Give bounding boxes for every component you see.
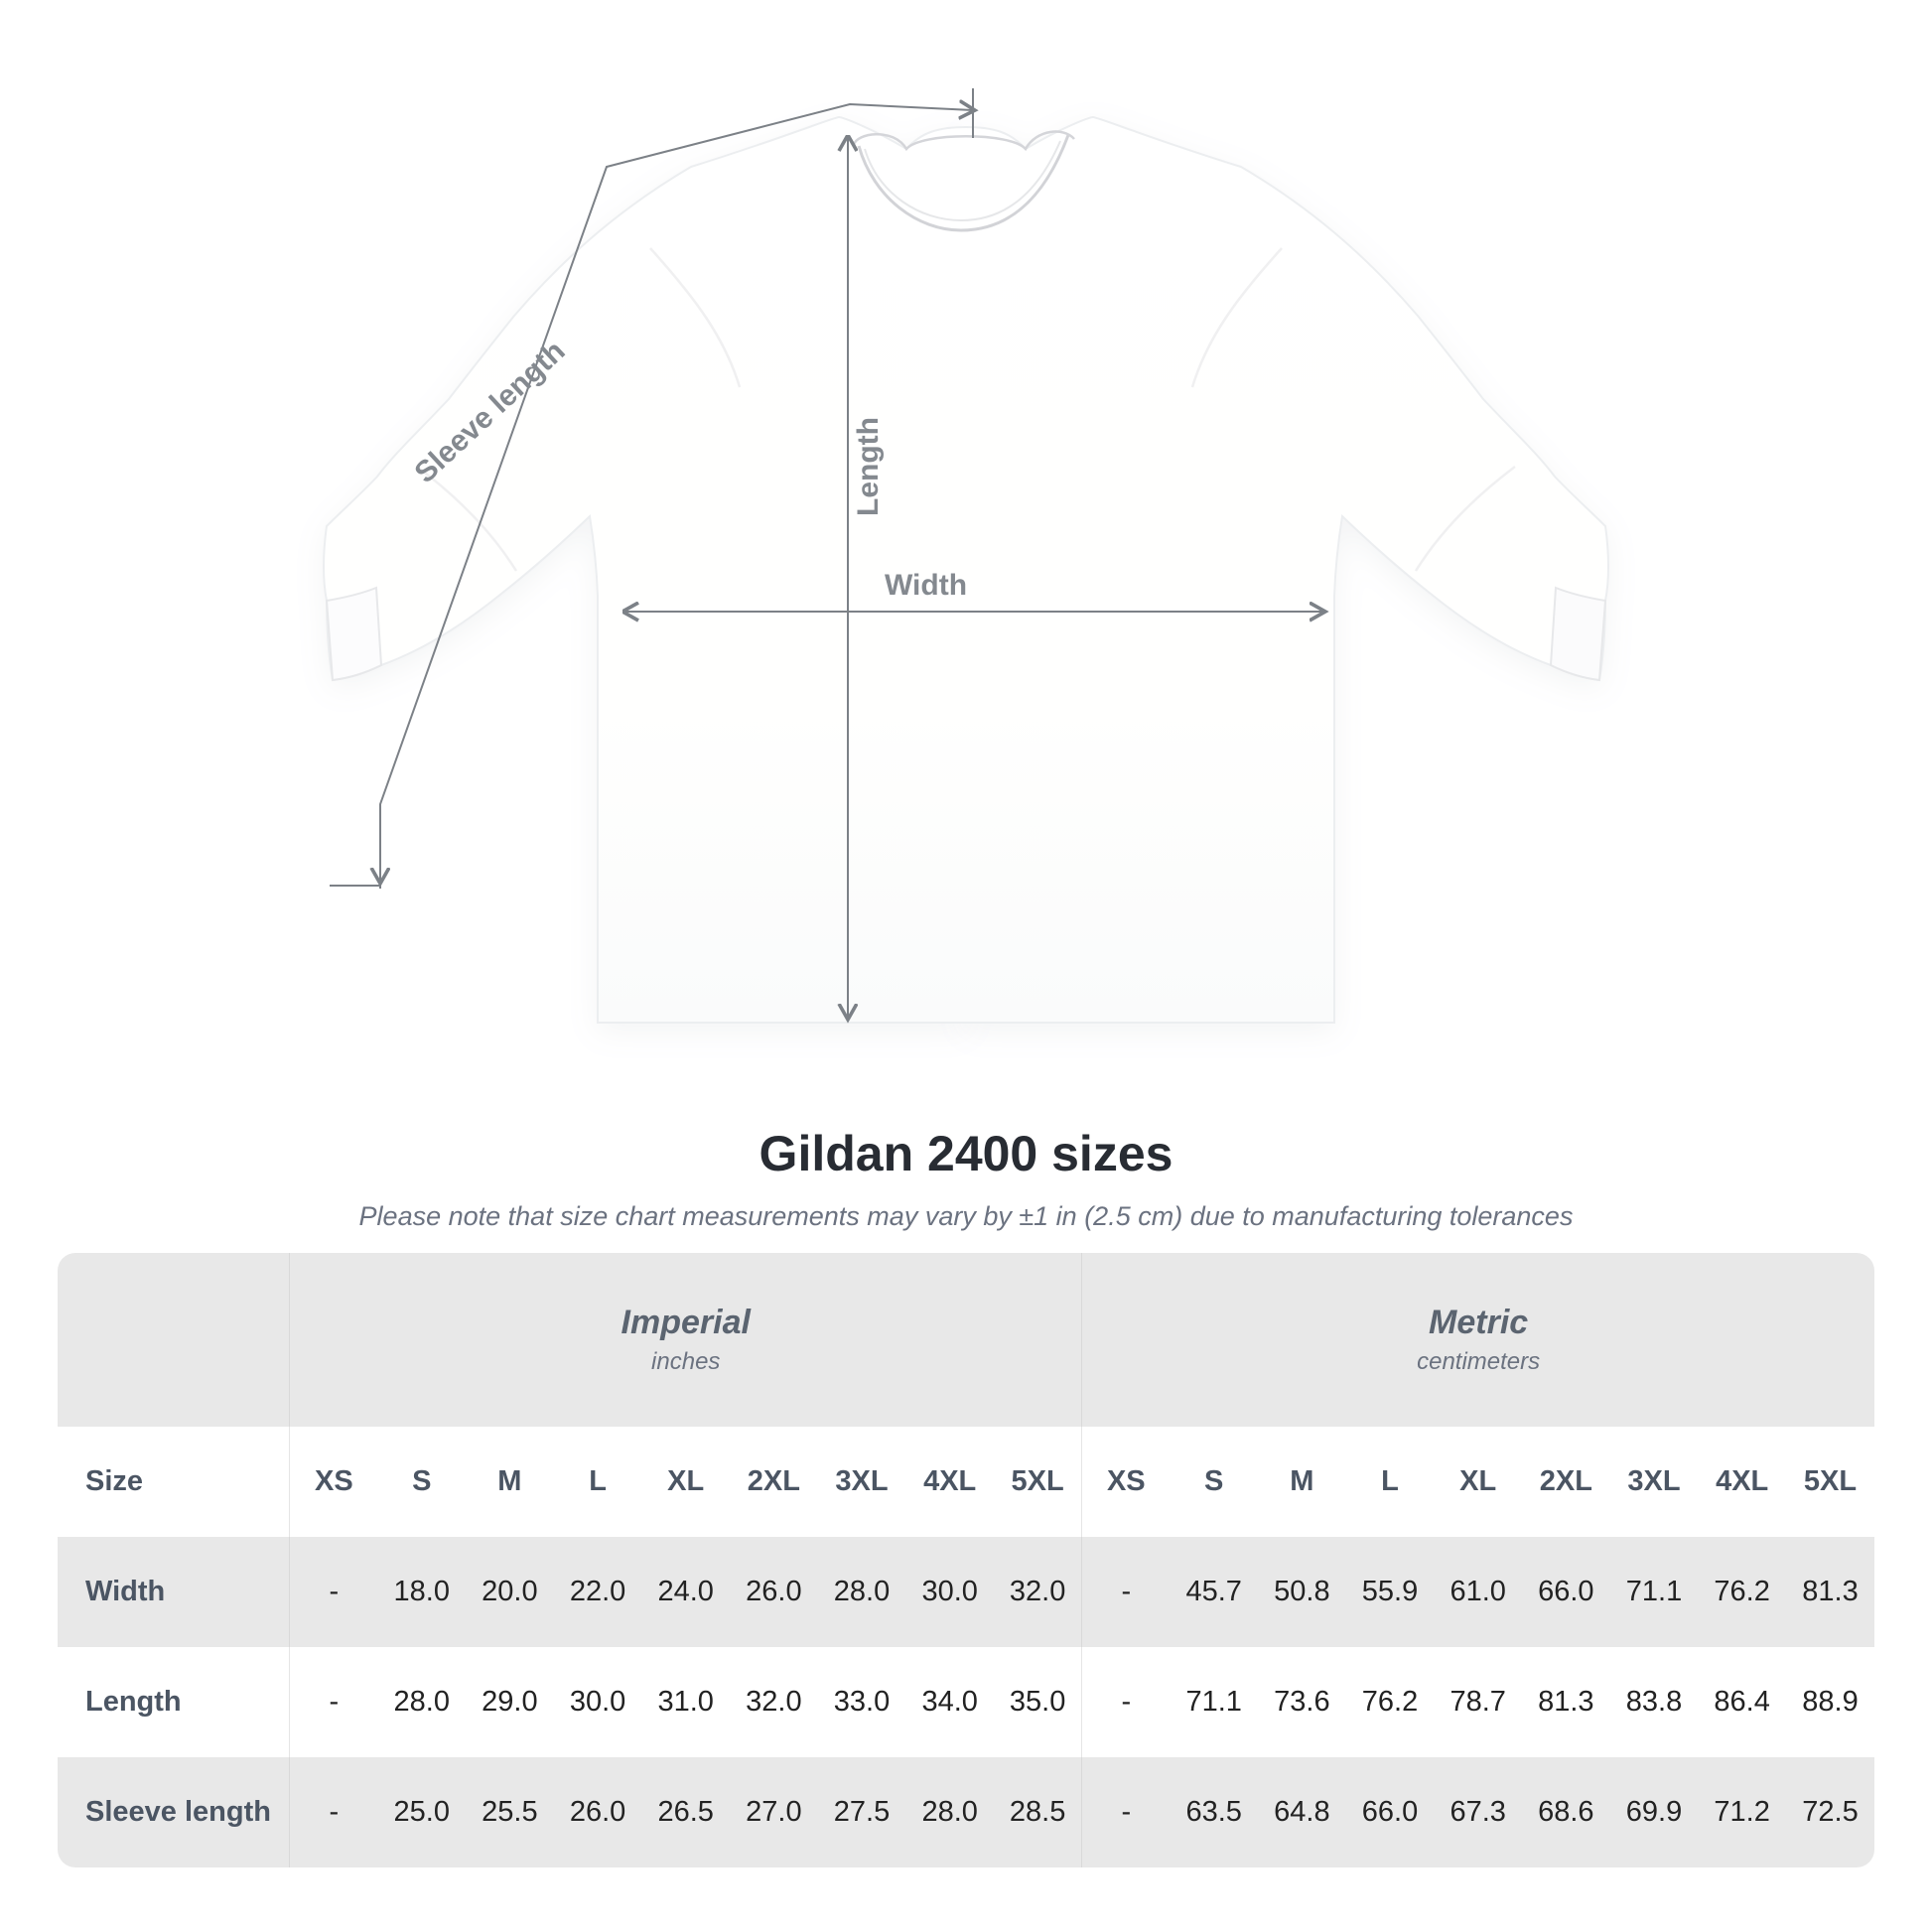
svg-text:Length: Length [852,417,885,516]
svg-text:Width: Width [885,569,967,602]
